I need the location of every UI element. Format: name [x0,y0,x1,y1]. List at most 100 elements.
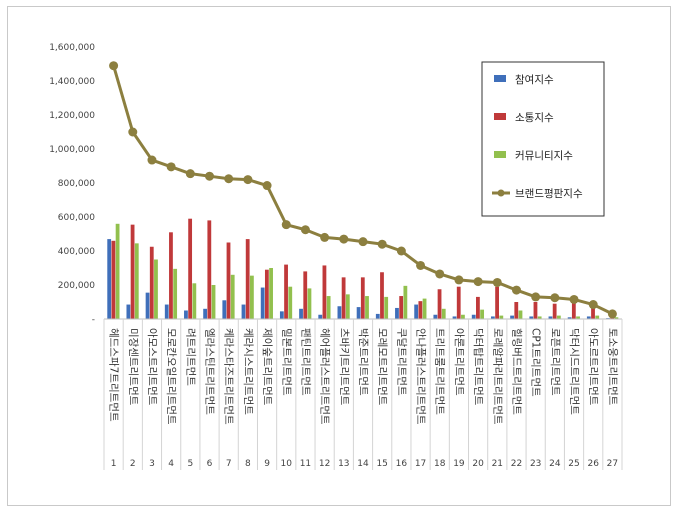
category-label: 안나플러스트리트먼트 [415,328,427,425]
category-number: 18 [434,459,446,469]
y-tick-label: - [92,315,95,325]
bar-2-2 [130,224,135,319]
reputation-point-1 [109,61,119,71]
category-label: 미장센트리트먼트 [127,328,139,406]
category-number: 21 [492,459,503,469]
bar-3-16 [403,285,408,319]
category-number: 15 [376,459,387,469]
y-tick-label: 1,600,000 [49,43,95,53]
bar-1-17 [414,304,419,319]
category-number: 4 [168,459,174,469]
bar-2-11 [303,271,308,319]
bar-3-21 [499,315,504,319]
reputation-point-12 [320,232,330,242]
bar-3-17 [422,298,427,319]
bar-1-9 [260,287,265,319]
bar-1-23 [529,316,534,319]
category-label: 헤드스파7트리트먼트 [108,328,121,422]
bar-1-24 [548,316,553,319]
reputation-point-9 [262,181,272,191]
bar-2-23 [533,302,538,319]
category-label: CP1트리트먼트 [530,328,542,397]
reputation-point-4 [166,162,176,172]
bar-1-16 [395,307,399,319]
bar-2-13 [341,277,346,319]
category-number: 16 [396,459,408,469]
bar-2-17 [418,301,423,319]
bar-1-18 [433,314,438,319]
bar-3-9 [269,268,273,319]
bar-3-3 [154,259,158,319]
bar-3-6 [211,285,216,319]
bar-3-5 [192,283,197,319]
legend-label-communication: 소통지수 [515,112,554,124]
reputation-point-3 [147,155,157,165]
reputation-point-26 [588,300,598,310]
reputation-point-17 [416,260,426,270]
category-label: 케라스타즈트리트먼트 [223,328,235,425]
bar-2-25 [571,302,576,319]
category-label: 아모스트리트먼트 [146,328,158,406]
bar-2-24 [552,303,557,319]
bar-3-2 [134,243,139,319]
legend-swatch-communication [494,113,506,120]
bar-3-18 [441,308,446,319]
bar-3-23 [537,316,542,319]
category-label: 헤어플러스트리트먼트 [319,328,332,425]
category-label: 토소웅트리트먼트 [606,328,618,406]
bar-3-14 [365,296,369,319]
category-number: 22 [511,459,522,469]
bar-3-26 [595,315,600,319]
category-label: 아도르트리트먼트 [587,328,599,406]
reputation-point-25 [569,294,579,304]
bar-3-24 [556,315,561,319]
bar-3-25 [576,316,580,319]
category-label: 박준트리트먼트 [357,328,369,396]
bar-3-22 [518,310,523,319]
reputation-point-11 [300,225,310,235]
category-number: 9 [264,459,270,469]
bar-3-1 [115,223,120,319]
bar-1-26 [586,316,591,319]
reputation-point-20 [473,277,483,287]
bar-2-5 [188,218,193,319]
legend-swatch-participation [494,75,506,82]
bar-2-6 [207,220,212,319]
bar-3-13 [345,294,350,319]
bar-2-14 [360,277,365,319]
reputation-point-7 [224,174,234,184]
reputation-point-2 [128,127,138,137]
reputation-point-8 [243,175,253,185]
reputation-point-14 [358,237,368,247]
category-label: 모로칸오일트리트먼트 [165,328,178,425]
category-number: 20 [472,459,484,469]
bar-1-21 [490,316,495,319]
category-number: 26 [587,459,599,469]
bar-1-20 [471,314,476,319]
bar-3-19 [461,314,465,319]
bar-1-22 [510,315,514,319]
bar-2-3 [149,246,154,319]
legend-label-community: 커뮤니티지수 [515,150,573,162]
category-number: 1 [111,459,117,469]
bar-1-11 [299,308,303,319]
y-tick-label: 200,000 [58,281,95,291]
category-number: 7 [226,459,232,469]
y-tick-label: 1,000,000 [49,145,95,155]
bar-1-6 [203,308,208,319]
category-number: 12 [319,459,330,469]
bar-1-15 [375,313,380,319]
category-label: 쿠달트리트먼트 [395,328,407,396]
category-label: 케라시스트리트먼트 [242,328,254,415]
category-number: 24 [549,459,561,469]
reputation-point-13 [339,234,349,244]
category-number: 11 [300,459,311,469]
bar-1-8 [241,304,246,319]
reputation-point-10 [281,220,291,230]
bar-3-7 [230,274,235,319]
bar-3-12 [326,296,331,319]
bar-1-25 [567,317,572,319]
category-label: 아론트리트먼트 [453,328,465,396]
category-number: 6 [207,459,213,469]
reputation-point-15 [377,239,387,249]
